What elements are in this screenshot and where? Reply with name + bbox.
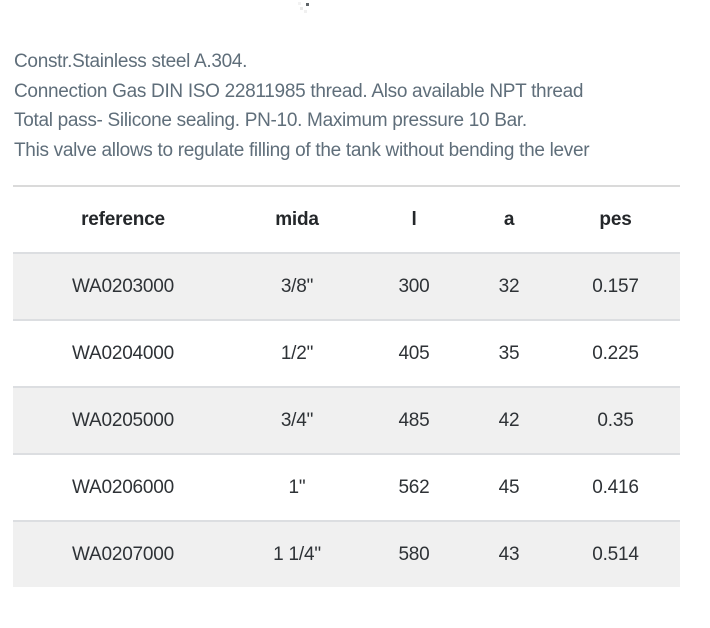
table-row: WA0204000 1/2" 405 35 0.225 bbox=[13, 320, 680, 387]
table-cell: 0.157 bbox=[592, 275, 639, 297]
table-cell: WA0204000 bbox=[71, 342, 175, 364]
product-description: Constr.Stainless steel A.304. Connection… bbox=[14, 47, 704, 165]
table-cell: 42 bbox=[498, 409, 520, 431]
table-cell: 562 bbox=[398, 476, 430, 498]
description-line-construction: Constr.Stainless steel A.304. bbox=[14, 51, 248, 72]
table-cell: 405 bbox=[398, 342, 430, 364]
table-cell: 0.35 bbox=[597, 409, 634, 431]
table-cell: 0.416 bbox=[592, 476, 639, 498]
table-cell: WA0207000 bbox=[71, 543, 175, 565]
column-header-a: a bbox=[467, 186, 551, 253]
table-cell: 35 bbox=[498, 342, 520, 364]
column-header-pes: pes bbox=[551, 186, 680, 253]
table-header-row: reference mida l a pes bbox=[13, 186, 680, 253]
table-cell: WA0205000 bbox=[71, 409, 175, 431]
table-cell: 3/4" bbox=[280, 409, 314, 431]
column-header-mida: mida bbox=[233, 186, 361, 253]
spec-table: reference mida l a pes WA0203000 3/8" 300 32 0.1… bbox=[13, 185, 680, 587]
table-cell: 0.514 bbox=[592, 543, 639, 565]
table-row: WA0203000 3/8" 300 32 0.157 bbox=[13, 253, 680, 320]
description-line-connection: Connection Gas DIN ISO 22811985 thread. … bbox=[14, 80, 584, 102]
table-row: WA0206000 1" 562 45 0.416 bbox=[13, 454, 680, 521]
description-line-sealing: Total pass- Silicone sealing. PN-10. Max… bbox=[14, 110, 527, 131]
page-top-speck-artifact bbox=[306, 3, 309, 6]
table-cell: 1/2" bbox=[280, 342, 314, 364]
table-cell: WA0206000 bbox=[71, 476, 175, 498]
table-cell: 1 1/4" bbox=[273, 543, 321, 565]
table-cell: 485 bbox=[398, 409, 430, 431]
table-cell: 580 bbox=[398, 543, 430, 565]
column-header-l: l bbox=[361, 186, 467, 253]
table-body: WA0203000 3/8" 300 32 0.157 WA0204000 1/2" 405 3… bbox=[13, 253, 680, 587]
table-cell: 3/8" bbox=[280, 275, 314, 297]
table-cell: 0.225 bbox=[592, 342, 639, 364]
table-cell: 45 bbox=[498, 476, 520, 498]
table-cell: 1" bbox=[288, 476, 306, 498]
table-cell: 300 bbox=[398, 275, 430, 297]
table-row: WA0205000 3/4" 485 42 0.35 bbox=[13, 387, 680, 454]
table-cell: 43 bbox=[498, 543, 520, 565]
column-header-reference: reference bbox=[13, 186, 233, 253]
description-line-valve: This valve allows to regulate filling of… bbox=[14, 139, 590, 161]
table-cell: WA0203000 bbox=[71, 275, 175, 297]
table-row: WA0207000 1 1/4" 580 43 0.514 bbox=[13, 521, 680, 587]
table-cell: 32 bbox=[498, 275, 520, 297]
